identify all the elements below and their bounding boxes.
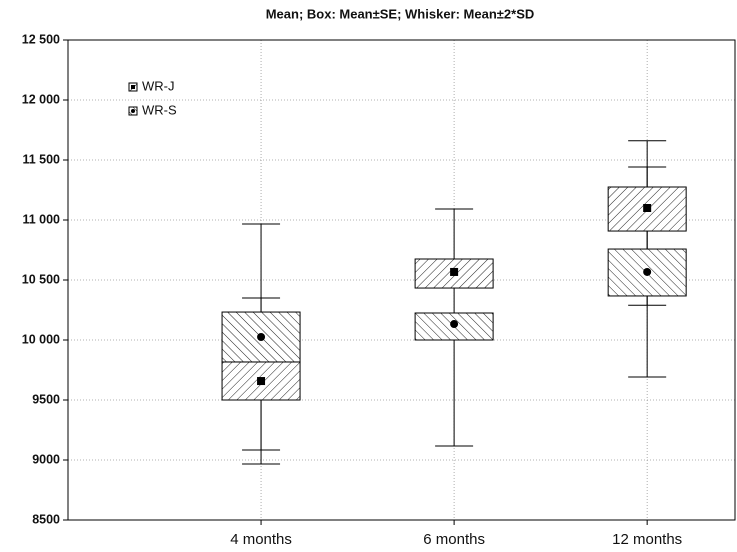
y-tick-label: 10 500	[22, 272, 60, 286]
x-tick-label: 4 months	[230, 531, 292, 548]
mean-marker	[643, 267, 652, 276]
legend-label: WR-J	[142, 78, 175, 93]
y-tick-label: 9000	[32, 452, 60, 466]
plot-frame	[67, 39, 736, 521]
x-tick-label: 12 months	[612, 531, 682, 548]
y-tick-label: 12 500	[22, 32, 60, 46]
y-tick-label: 9500	[32, 392, 60, 406]
y-tick-label: 11 500	[22, 152, 60, 166]
mean-marker	[257, 333, 266, 341]
mean-marker	[643, 204, 652, 212]
x-tick-label: 6 months	[423, 531, 485, 548]
y-tick-label: 12 000	[22, 92, 60, 106]
mean-marker	[257, 377, 266, 386]
legend-marker	[131, 85, 135, 89]
mean-marker	[450, 320, 459, 329]
chart-title: Mean; Box: Mean±SE; Whisker: Mean±2*SD	[266, 6, 535, 21]
y-tick-label: 11 000	[22, 212, 60, 226]
mean-marker	[450, 267, 459, 276]
legend-label: WR-S	[142, 102, 177, 117]
legend-marker	[131, 109, 135, 113]
y-tick-label: 8500	[32, 512, 60, 526]
y-tick-label: 10 000	[22, 332, 60, 346]
